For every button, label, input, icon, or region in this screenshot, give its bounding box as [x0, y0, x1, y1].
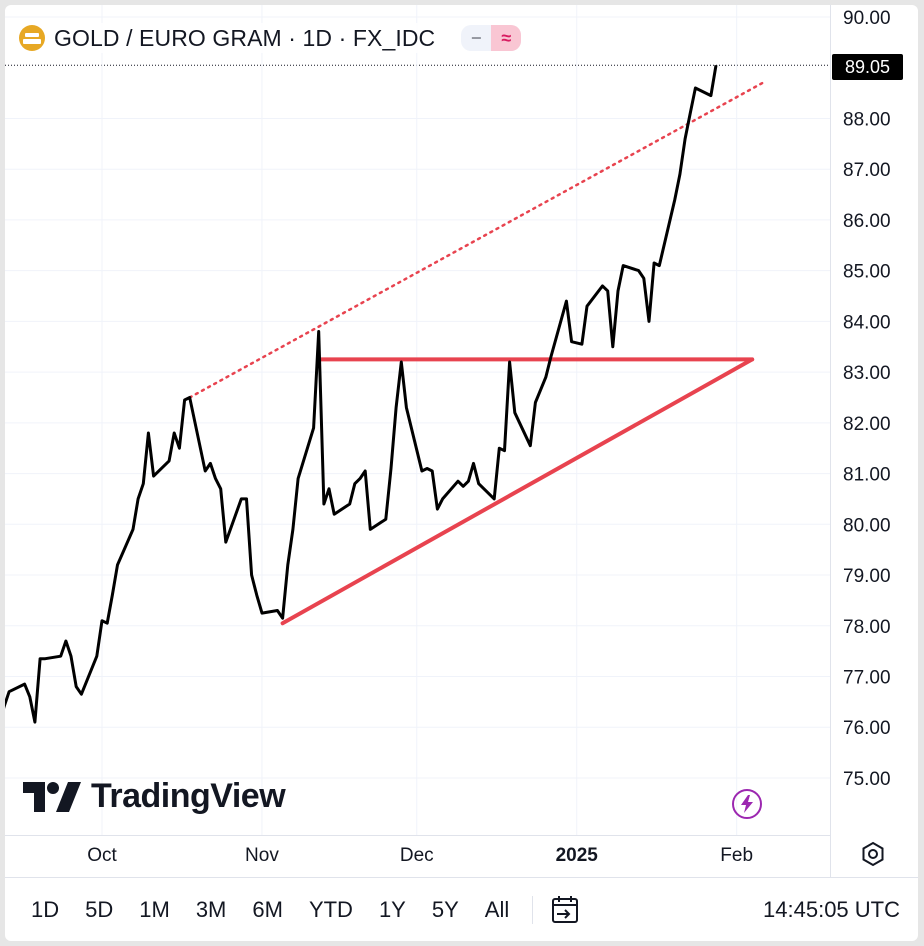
range-button-5y[interactable]: 5Y: [431, 897, 459, 922]
y-tick-label: 79.00: [843, 566, 891, 587]
x-tick-label: Dec: [400, 845, 434, 866]
y-tick-label: 82.00: [843, 414, 891, 435]
range-button-ytd[interactable]: YTD: [308, 897, 353, 922]
y-tick-label: 85.00: [843, 262, 891, 283]
drawings: [188, 81, 764, 626]
x-tick-label: 2025: [556, 845, 599, 866]
range-button-1m[interactable]: 1M: [139, 897, 170, 922]
y-tick-label: 84.00: [843, 312, 891, 333]
calendar-goto-icon[interactable]: [547, 892, 583, 928]
range-button-3m[interactable]: 3M: [195, 897, 227, 922]
y-tick-label: 76.00: [843, 718, 891, 739]
settings-icon[interactable]: [860, 841, 886, 867]
tradingview-logo[interactable]: TradingView: [23, 777, 286, 816]
wave-icon[interactable]: ≈: [491, 25, 522, 51]
last-price-badge: 89.05: [832, 54, 903, 80]
y-tick-label: 88.00: [843, 109, 891, 130]
legend-buttons: − ≈: [461, 25, 522, 51]
symbol-legend: GOLD / EURO GRAM · 1D · FX_IDC − ≈: [19, 23, 528, 53]
range-buttons: 1D 5D 1M 3M 6M YTD 1Y 5Y All: [18, 897, 522, 923]
x-tick-label: Feb: [720, 845, 753, 866]
y-tick-label: 77.00: [843, 667, 891, 688]
y-tick-label: 83.00: [843, 363, 891, 384]
clock-time[interactable]: 14:45:05 UTC: [763, 897, 900, 922]
y-tick-label: 87.00: [843, 160, 891, 181]
trend-line-dotted: [188, 81, 764, 399]
range-button-1y[interactable]: 1Y: [378, 897, 406, 922]
y-tick-label: 81.00: [843, 465, 891, 486]
x-tick-label: Oct: [87, 845, 117, 866]
lightning-icon[interactable]: [732, 789, 762, 819]
tradingview-wordmark: TradingView: [91, 777, 286, 815]
y-tick-label: 86.00: [843, 211, 891, 232]
range-button-5d[interactable]: 5D: [85, 897, 114, 922]
y-tick-label: 80.00: [843, 515, 891, 536]
y-axis: 90.00 88.00 87.00 86.00 85.00 84.00 83.00 82.00…: [843, 8, 891, 790]
bottom-toolbar: 1D 5D 1M 3M 6M YTD 1Y 5Y All 14:45:05 UTC: [5, 877, 918, 941]
series: [5, 64, 718, 724]
y-tick-label: 75.00: [843, 769, 891, 790]
symbol-title[interactable]: GOLD / EURO GRAM · 1D · FX_IDC: [54, 24, 436, 51]
price-series-line: [5, 64, 718, 724]
chart-widget: Oct Nov Dec 2025 Feb 90.00 88.00 87.00 86.00 85.…: [5, 5, 918, 941]
grid: [5, 5, 831, 877]
tradingview-logo-icon: [23, 781, 81, 812]
range-button-6m[interactable]: 6M: [252, 897, 283, 922]
x-tick-label: Nov: [245, 845, 279, 866]
chart-canvas[interactable]: Oct Nov Dec 2025 Feb 90.00 88.00 87.00 86.00 85.…: [5, 5, 918, 877]
minus-icon[interactable]: −: [471, 27, 482, 48]
separator: [532, 896, 534, 924]
y-tick-label: 90.00: [843, 8, 891, 29]
trend-line: [280, 357, 755, 626]
range-button-all[interactable]: All: [484, 897, 510, 922]
range-button-1d[interactable]: 1D: [31, 897, 60, 922]
gold-bar-icon: [19, 25, 45, 51]
y-tick-label: 78.00: [843, 617, 891, 638]
x-axis: Oct Nov Dec 2025 Feb: [87, 845, 753, 866]
